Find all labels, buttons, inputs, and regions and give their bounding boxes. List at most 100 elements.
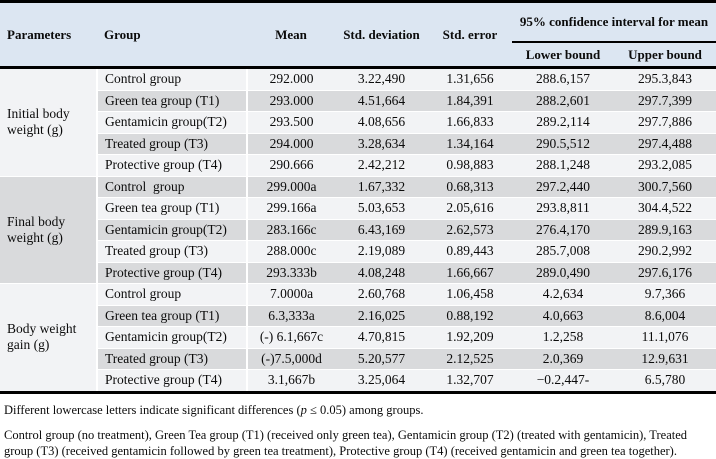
std-deviation-cell: 2.60,768 xyxy=(335,284,428,306)
lower-bound-cell: 285.7,008 xyxy=(512,241,614,263)
upper-bound-cell: 12.9,631 xyxy=(614,348,716,370)
table-header: Parameters Group Mean Std. deviation Std… xyxy=(0,2,716,68)
footnote-significance: Different lowercase letters indicate sig… xyxy=(4,402,712,418)
header-lower-bound: Lower bound xyxy=(512,42,614,68)
group-cell: Treated group (T3) xyxy=(97,133,247,155)
std-deviation-cell: 3.22,490 xyxy=(335,68,428,91)
mean-cell: 288.000c xyxy=(247,241,335,263)
std-deviation-cell: 2.19,089 xyxy=(335,241,428,263)
group-cell: Green tea group (T1) xyxy=(97,90,247,112)
mean-cell: 293.333b xyxy=(247,262,335,284)
group-cell: Protective group (T4) xyxy=(97,262,247,284)
mean-cell: 283.166c xyxy=(247,219,335,241)
std-error-cell: 1.06,458 xyxy=(428,284,512,306)
lower-bound-cell: 293.8,811 xyxy=(512,198,614,220)
mean-cell: 3.1,667b xyxy=(247,370,335,393)
group-cell: Control group xyxy=(97,176,247,198)
group-cell: Protective group (T4) xyxy=(97,155,247,177)
upper-bound-cell: 300.7,560 xyxy=(614,176,716,198)
table-row: Treated group (T3) 288.000c 2.19,089 0.8… xyxy=(0,241,716,263)
upper-bound-cell: 297.7,399 xyxy=(614,90,716,112)
lower-bound-cell: 297.2,440 xyxy=(512,176,614,198)
footnote-significance-suffix: ≤ 0.05) among groups. xyxy=(307,403,424,417)
std-error-cell: 1.31,656 xyxy=(428,68,512,91)
mean-cell: 294.000 xyxy=(247,133,335,155)
lower-bound-cell: 288.2,601 xyxy=(512,90,614,112)
std-error-cell: 0.68,313 xyxy=(428,176,512,198)
group-cell: Green tea group (T1) xyxy=(97,198,247,220)
footnote-group-definitions: Control group (no treatment), Green Tea … xyxy=(4,427,712,459)
header-mean: Mean xyxy=(247,2,335,68)
mean-cell: (-) 6.1,667c xyxy=(247,327,335,349)
std-deviation-cell: 5.03,653 xyxy=(335,198,428,220)
header-std-error: Std. error xyxy=(428,2,512,68)
header-group: Group xyxy=(97,2,247,68)
std-deviation-cell: 4.70,815 xyxy=(335,327,428,349)
lower-bound-cell: 289.0,490 xyxy=(512,262,614,284)
parameter-cell: Body weight gain (g) xyxy=(0,284,97,393)
lower-bound-cell: 289.2,114 xyxy=(512,112,614,134)
table-row: Body weight gain (g) Control group 7.000… xyxy=(0,284,716,306)
std-error-cell: 1.66,833 xyxy=(428,112,512,134)
std-error-cell: 1.66,667 xyxy=(428,262,512,284)
upper-bound-cell: 295.3,843 xyxy=(614,68,716,91)
upper-bound-cell: 9.7,366 xyxy=(614,284,716,306)
std-deviation-cell: 4.08,248 xyxy=(335,262,428,284)
std-deviation-cell: 3.28,634 xyxy=(335,133,428,155)
group-cell: Treated group (T3) xyxy=(97,348,247,370)
std-error-cell: 1.34,164 xyxy=(428,133,512,155)
upper-bound-cell: 6.5,780 xyxy=(614,370,716,393)
mean-cell: 299.000a xyxy=(247,176,335,198)
std-deviation-cell: 2.42,212 xyxy=(335,155,428,177)
mean-cell: 293.000 xyxy=(247,90,335,112)
std-deviation-cell: 2.16,025 xyxy=(335,305,428,327)
table-row: Treated group (T3) 294.000 3.28,634 1.34… xyxy=(0,133,716,155)
upper-bound-cell: 289.9,163 xyxy=(614,219,716,241)
lower-bound-cell: 4.0,663 xyxy=(512,305,614,327)
std-error-cell: 0.98,883 xyxy=(428,155,512,177)
table-row: Green tea group (T1) 299.166a 5.03,653 2… xyxy=(0,198,716,220)
group-cell: Treated group (T3) xyxy=(97,241,247,263)
table-row: Green tea group (T1) 6.3,333a 2.16,025 0… xyxy=(0,305,716,327)
upper-bound-cell: 293.2,085 xyxy=(614,155,716,177)
upper-bound-cell: 304.4,522 xyxy=(614,198,716,220)
std-error-cell: 2.12,525 xyxy=(428,348,512,370)
table-footnotes: Different lowercase letters indicate sig… xyxy=(0,394,716,459)
table-row: Protective group (T4) 3.1,667b 3.25,064 … xyxy=(0,370,716,393)
std-error-cell: 1.84,391 xyxy=(428,90,512,112)
lower-bound-cell: 290.5,512 xyxy=(512,133,614,155)
group-cell: Green tea group (T1) xyxy=(97,305,247,327)
header-std-deviation: Std. deviation xyxy=(335,2,428,68)
std-error-cell: 0.89,443 xyxy=(428,241,512,263)
group-cell: Control group xyxy=(97,68,247,91)
std-error-cell: 2.62,573 xyxy=(428,219,512,241)
statistics-table: Parameters Group Mean Std. deviation Std… xyxy=(0,0,716,394)
upper-bound-cell: 297.4,488 xyxy=(614,133,716,155)
mean-cell: 299.166a xyxy=(247,198,335,220)
upper-bound-cell: 11.1,076 xyxy=(614,327,716,349)
upper-bound-cell: 297.6,176 xyxy=(614,262,716,284)
table-row: Protective group (T4) 293.333b 4.08,248 … xyxy=(0,262,716,284)
std-deviation-cell: 5.20,577 xyxy=(335,348,428,370)
footnote-significance-prefix: Different lowercase letters indicate sig… xyxy=(4,403,301,417)
table-row: Gentamicin group(T2) 283.166c 6.43,169 2… xyxy=(0,219,716,241)
header-row-main: Parameters Group Mean Std. deviation Std… xyxy=(0,2,716,43)
table-row: Final body weight (g) Control group 299.… xyxy=(0,176,716,198)
std-deviation-cell: 4.08,656 xyxy=(335,112,428,134)
std-deviation-cell: 6.43,169 xyxy=(335,219,428,241)
table-row: Initial body weight (g) Control group 29… xyxy=(0,68,716,91)
std-deviation-cell: 3.25,064 xyxy=(335,370,428,393)
std-deviation-cell: 4.51,664 xyxy=(335,90,428,112)
mean-cell: 290.666 xyxy=(247,155,335,177)
table-row: Gentamicin group(T2) (-) 6.1,667c 4.70,8… xyxy=(0,327,716,349)
mean-cell: (-)7.5,000d xyxy=(247,348,335,370)
parameter-cell: Initial body weight (g) xyxy=(0,68,97,177)
lower-bound-cell: 1.2,258 xyxy=(512,327,614,349)
table-row: Protective group (T4) 290.666 2.42,212 0… xyxy=(0,155,716,177)
header-upper-bound: Upper bound xyxy=(614,42,716,68)
mean-cell: 292.000 xyxy=(247,68,335,91)
std-deviation-cell: 1.67,332 xyxy=(335,176,428,198)
mean-cell: 293.500 xyxy=(247,112,335,134)
header-confidence-interval: 95% confidence interval for mean xyxy=(512,2,716,43)
lower-bound-cell: 288.1,248 xyxy=(512,155,614,177)
